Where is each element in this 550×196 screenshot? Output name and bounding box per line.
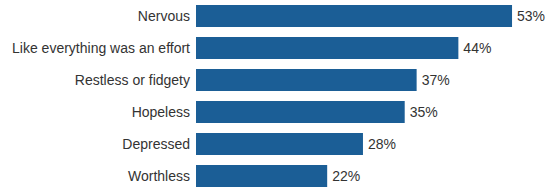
data-label: 44% <box>463 40 491 56</box>
labels: Nervous 53% Like everything was an effort 4… <box>12 8 545 184</box>
bar <box>196 69 417 91</box>
bar <box>196 165 327 187</box>
bar <box>196 5 512 27</box>
category-label: Nervous <box>138 8 190 24</box>
category-label: Depressed <box>122 136 190 152</box>
data-label: 35% <box>410 104 438 120</box>
chart: Nervous 53% Like everything was an effort 4… <box>0 0 550 196</box>
data-label: 37% <box>422 72 450 88</box>
category-label: Like everything was an effort <box>12 40 190 56</box>
bar <box>196 37 458 59</box>
bar <box>196 133 363 155</box>
category-label: Restless or fidgety <box>75 72 190 88</box>
bar <box>196 101 405 123</box>
data-label: 28% <box>368 136 396 152</box>
category-label: Hopeless <box>132 104 190 120</box>
category-label: Worthless <box>128 168 190 184</box>
bars <box>196 5 512 187</box>
data-label: 53% <box>517 8 545 24</box>
data-label: 22% <box>332 168 360 184</box>
